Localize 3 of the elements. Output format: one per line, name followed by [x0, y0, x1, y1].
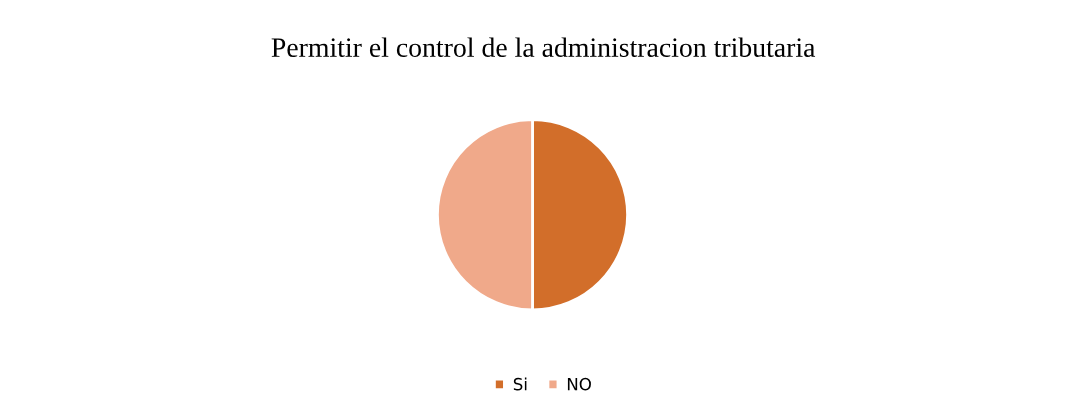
legend-label: NO: [567, 377, 591, 391]
legend-label: Si: [513, 377, 527, 391]
chart-title: Permitir el control de la administracion tributaria: [271, 37, 816, 57]
